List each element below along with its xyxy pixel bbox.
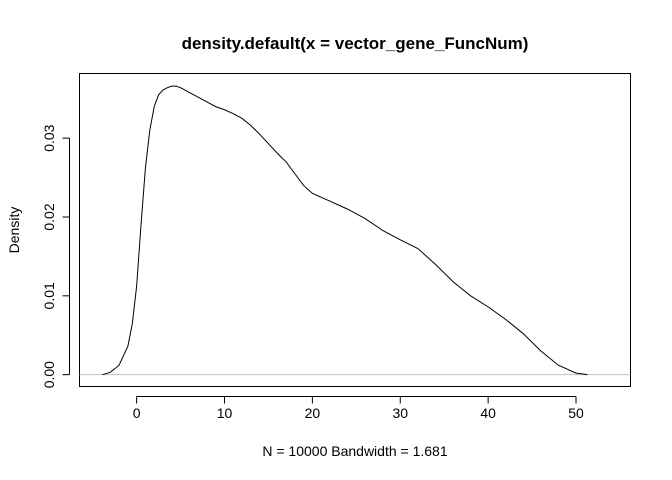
y-axis-label: Density xyxy=(6,207,22,254)
x-tick-label: 30 xyxy=(392,405,408,421)
density-curve-layer xyxy=(102,85,588,376)
y-tick-label: 0.02 xyxy=(41,203,57,230)
x-tick-label: 10 xyxy=(217,405,233,421)
y-tick-label: 0.00 xyxy=(41,361,57,388)
plot-frame xyxy=(79,73,631,387)
x-axis: 0 10 20 30 40 50 xyxy=(133,396,584,421)
x-axis-label: N = 10000 Bandwidth = 1.681 xyxy=(262,443,447,459)
chart-title: density.default(x = vector_gene_FuncNum) xyxy=(182,34,529,53)
x-tick-label: 40 xyxy=(480,405,496,421)
density-curve-series-0 xyxy=(102,85,588,376)
y-tick-label: 0.03 xyxy=(41,124,57,151)
x-tick-label: 50 xyxy=(568,405,584,421)
y-tick-label: 0.01 xyxy=(41,282,57,309)
y-axis: 0.00 0.01 0.02 0.03 xyxy=(41,124,70,388)
x-tick-label: 20 xyxy=(305,405,321,421)
x-tick-label: 0 xyxy=(133,405,141,421)
